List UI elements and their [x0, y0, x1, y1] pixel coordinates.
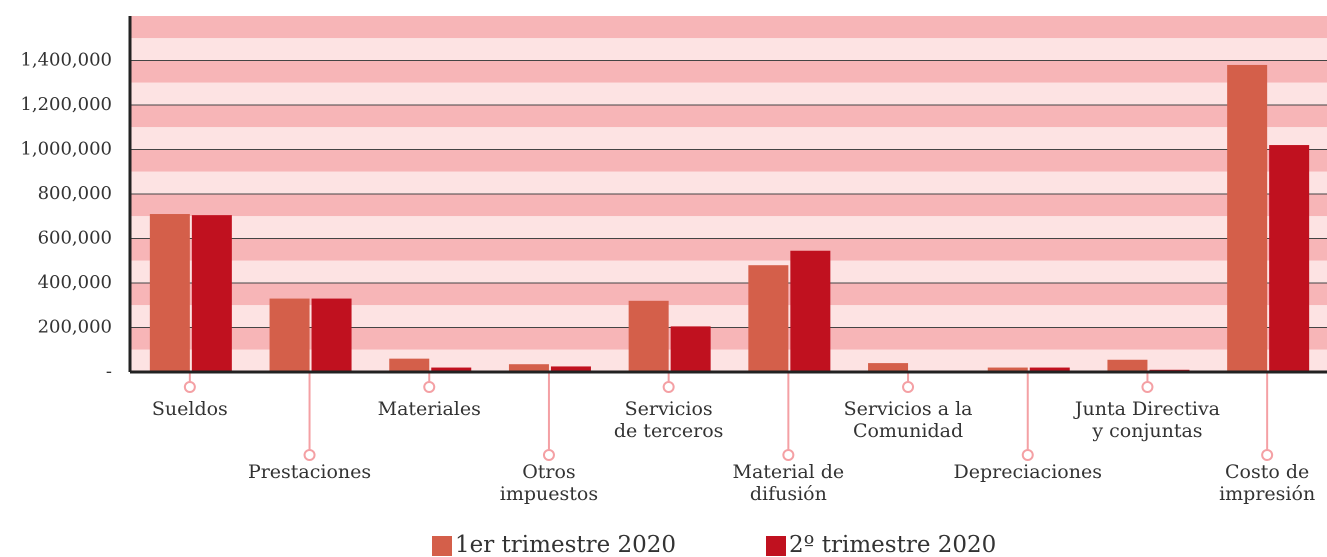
background-stripe [130, 127, 1327, 150]
x-tick-label: Material de difusión [733, 461, 845, 505]
leader-dot [902, 381, 915, 393]
bar [191, 215, 232, 372]
bar [1227, 64, 1268, 372]
y-tick-label: 400,000 [38, 272, 112, 293]
background-stripe [130, 149, 1327, 172]
background-stripe [130, 82, 1327, 105]
legend-label: 1er trimestre 2020 [455, 532, 676, 557]
background-stripe [130, 238, 1327, 261]
legend-swatch [432, 536, 452, 556]
background-stripe [130, 305, 1327, 328]
x-tick-label: Junta Directiva y conjuntas [1073, 398, 1220, 442]
bar [987, 367, 1028, 372]
bar [311, 298, 352, 372]
x-tick-label: Otros impuestos [500, 461, 598, 505]
y-tick-label: - [106, 361, 112, 382]
x-tick-label: Servicios de terceros [614, 398, 724, 442]
background-stripe [130, 60, 1327, 83]
background-stripe [130, 194, 1327, 217]
bar [431, 367, 472, 372]
bar [389, 358, 430, 372]
leader-dot [782, 449, 795, 461]
bar [508, 364, 549, 372]
leader-dot [1021, 449, 1034, 461]
bar [1269, 145, 1310, 372]
y-tick-label: 600,000 [38, 228, 112, 249]
leader-dot [542, 449, 555, 461]
background-stripe [130, 171, 1327, 194]
bar [1029, 367, 1070, 372]
leader-dot [183, 381, 196, 393]
y-tick-label: 1,000,000 [20, 139, 112, 160]
leader-dot [1141, 381, 1154, 393]
background-stripe [130, 216, 1327, 239]
y-tick-label: 1,200,000 [20, 94, 112, 115]
bar [628, 300, 669, 372]
x-tick-label: Materiales [378, 398, 481, 420]
leader-dot [423, 381, 436, 393]
bar [748, 265, 789, 372]
background-stripe [130, 260, 1327, 283]
bar [550, 366, 591, 372]
x-tick-label: Sueldos [152, 398, 228, 420]
y-tick-label: 200,000 [38, 317, 112, 338]
legend-swatch [766, 536, 786, 556]
legend-label: 2º trimestre 2020 [789, 532, 996, 557]
bar [1107, 359, 1148, 372]
background-stripe [130, 16, 1327, 39]
bar [269, 298, 310, 372]
leader-dot [1261, 449, 1274, 461]
bar [790, 250, 831, 372]
x-tick-label: Depreciaciones [954, 461, 1102, 483]
y-tick-label: 800,000 [38, 183, 112, 204]
background-stripe [130, 327, 1327, 350]
x-tick-label: Costo de impresión [1219, 461, 1315, 505]
leader-dot [303, 449, 316, 461]
background-stripe [130, 38, 1327, 61]
background-stripe [130, 105, 1327, 128]
leader-dot [662, 381, 675, 393]
x-tick-label: Servicios a la Comunidad [844, 398, 973, 442]
x-tick-label: Prestaciones [248, 461, 371, 483]
bar [868, 363, 909, 372]
background-stripe [130, 283, 1327, 306]
bar [670, 326, 711, 372]
y-tick-label: 1,400,000 [20, 50, 112, 71]
bar [149, 214, 190, 372]
